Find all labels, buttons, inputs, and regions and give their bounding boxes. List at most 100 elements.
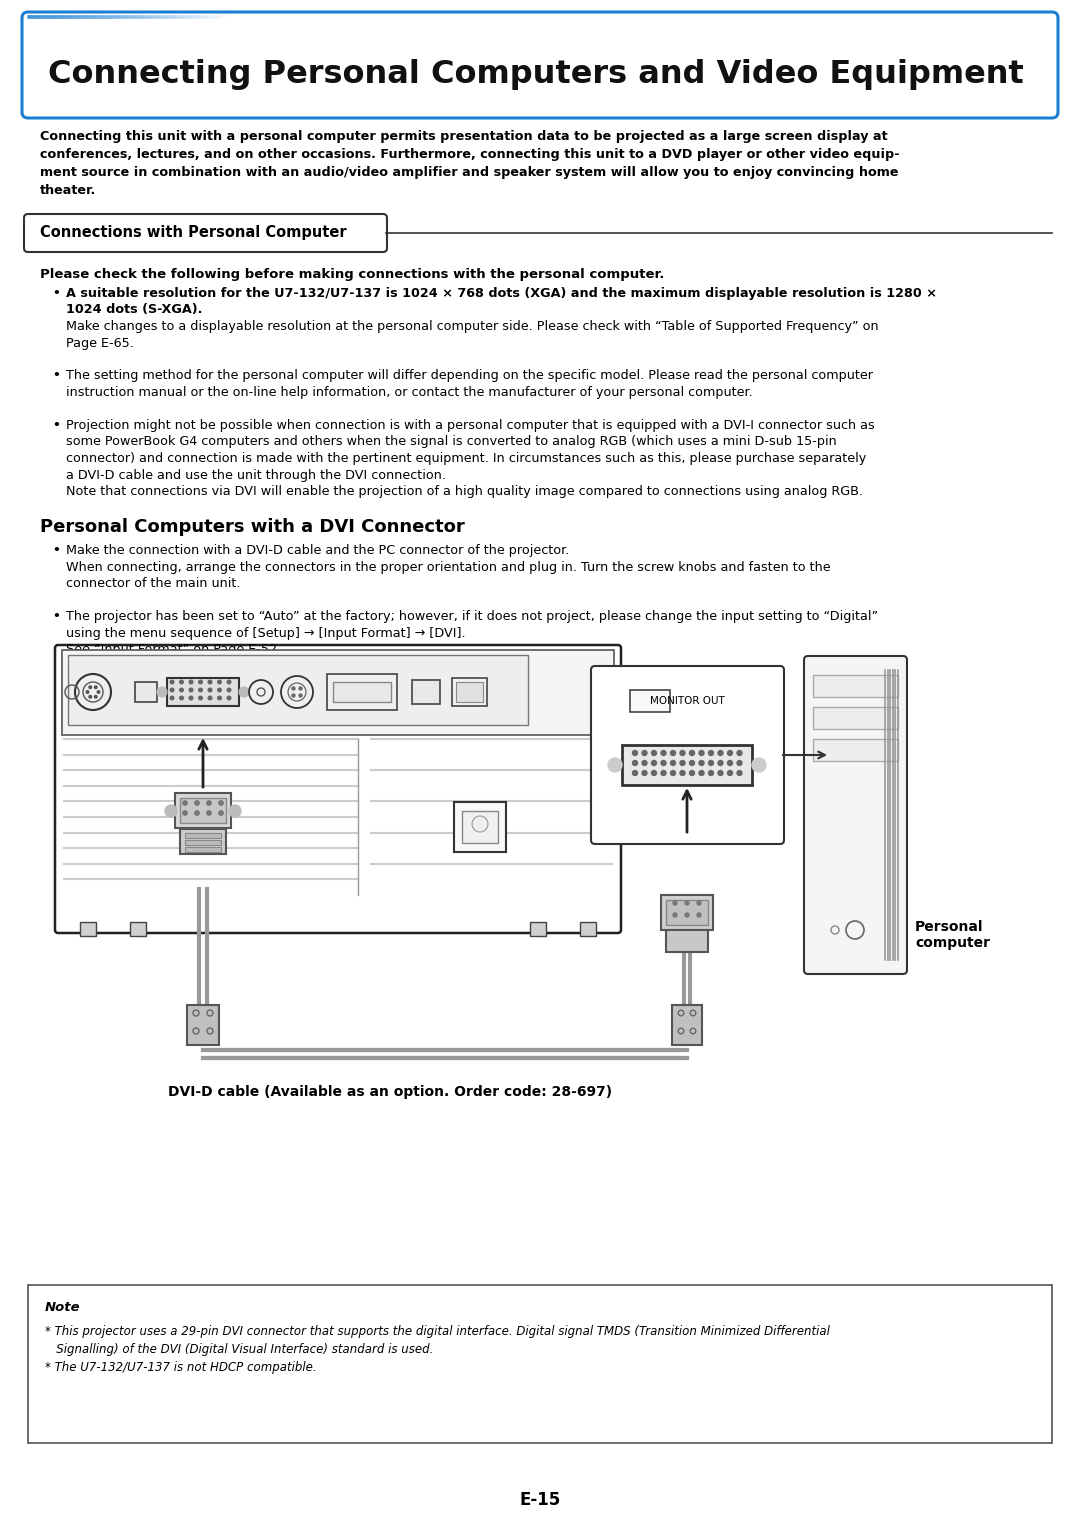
Circle shape [86, 691, 89, 693]
Circle shape [208, 696, 212, 700]
Circle shape [183, 801, 187, 806]
Text: conferences, lectures, and on other occasions. Furthermore, connecting this unit: conferences, lectures, and on other occa… [40, 148, 900, 162]
Circle shape [179, 696, 184, 700]
Bar [580, 922, 596, 935]
Circle shape [189, 696, 193, 700]
Text: Note that connections via DVI will enable the projection of a high quality image: Note that connections via DVI will enabl… [66, 485, 863, 497]
Text: •: • [52, 287, 59, 301]
Circle shape [208, 681, 212, 684]
Circle shape [199, 681, 202, 684]
Bar [666, 929, 708, 952]
Circle shape [281, 676, 313, 708]
Circle shape [292, 687, 295, 690]
Text: connector) and connection is made with the pertinent equipment. In circumstances: connector) and connection is made with t… [66, 452, 866, 465]
Bar [333, 682, 391, 702]
Text: Connecting Personal Computers and Video Equipment: Connecting Personal Computers and Video … [48, 58, 1024, 90]
Text: Please check the following before making connections with the personal computer.: Please check the following before making… [40, 269, 664, 281]
Circle shape [661, 751, 666, 755]
Bar [62, 650, 615, 736]
Bar [175, 794, 231, 829]
Bar [630, 690, 670, 713]
Circle shape [199, 696, 202, 700]
Circle shape [189, 688, 193, 691]
Bar [622, 745, 752, 784]
Circle shape [292, 694, 295, 697]
Circle shape [685, 913, 689, 917]
FancyBboxPatch shape [24, 214, 387, 252]
Bar [454, 803, 507, 852]
Circle shape [680, 760, 685, 766]
Circle shape [718, 760, 723, 766]
Circle shape [299, 694, 302, 697]
Circle shape [673, 913, 677, 917]
Circle shape [194, 801, 199, 806]
Text: 1024 dots (S-XGA).: 1024 dots (S-XGA). [66, 304, 202, 316]
Text: connector of the main unit.: connector of the main unit. [66, 577, 241, 591]
Text: •: • [52, 369, 59, 383]
FancyBboxPatch shape [22, 12, 1058, 118]
Text: •: • [52, 420, 59, 432]
Bar [813, 707, 897, 729]
Circle shape [685, 900, 689, 905]
Circle shape [157, 687, 167, 697]
Circle shape [171, 696, 174, 700]
Circle shape [718, 771, 723, 775]
Bar [185, 847, 221, 852]
Circle shape [218, 681, 221, 684]
Circle shape [249, 681, 273, 703]
Circle shape [208, 688, 212, 691]
FancyBboxPatch shape [591, 665, 784, 844]
Text: Page E-65.: Page E-65. [66, 337, 134, 349]
Bar [28, 1285, 1052, 1444]
Circle shape [728, 771, 732, 775]
Circle shape [171, 688, 174, 691]
Bar [135, 682, 157, 702]
Circle shape [633, 760, 637, 766]
Text: See “Input Format” on Page E-52.: See “Input Format” on Page E-52. [66, 642, 281, 656]
Circle shape [94, 696, 97, 697]
Circle shape [227, 681, 231, 684]
Text: E-15: E-15 [519, 1491, 561, 1509]
Circle shape [689, 760, 694, 766]
Bar [180, 829, 226, 855]
Circle shape [97, 691, 99, 693]
Text: some PowerBook G4 computers and others when the signal is converted to analog RG: some PowerBook G4 computers and others w… [66, 435, 837, 449]
Text: When connecting, arrange the connectors in the proper orientation and plug in. T: When connecting, arrange the connectors … [66, 560, 831, 574]
Circle shape [608, 758, 622, 772]
Text: * This projector uses a 29-pin DVI connector that supports the digital interface: * This projector uses a 29-pin DVI conne… [45, 1325, 829, 1338]
Circle shape [239, 687, 249, 697]
Circle shape [218, 688, 221, 691]
Circle shape [171, 681, 174, 684]
Text: •: • [52, 543, 59, 557]
Bar [187, 1006, 219, 1045]
Text: * The U7-132/U7-137 is not HDCP compatible.: * The U7-132/U7-137 is not HDCP compatib… [45, 1361, 316, 1373]
Circle shape [737, 760, 742, 766]
Text: Signalling) of the DVI (Digital Visual Interface) standard is used.: Signalling) of the DVI (Digital Visual I… [45, 1343, 433, 1357]
Circle shape [89, 696, 92, 697]
Circle shape [737, 751, 742, 755]
Text: theater.: theater. [40, 185, 96, 197]
Circle shape [671, 751, 675, 755]
Text: DVI-D cable (Available as an option. Order code: 28-697): DVI-D cable (Available as an option. Ord… [167, 1085, 612, 1099]
Circle shape [179, 681, 184, 684]
Circle shape [737, 771, 742, 775]
Circle shape [218, 696, 221, 700]
Bar [453, 678, 487, 707]
Circle shape [708, 771, 714, 775]
Text: Make changes to a displayable resolution at the personal computer side. Please c: Make changes to a displayable resolution… [66, 320, 879, 333]
Circle shape [194, 810, 199, 815]
Bar [80, 922, 96, 935]
Circle shape [229, 806, 241, 816]
Bar [68, 655, 528, 725]
Text: A suitable resolution for the U7-132/U7-137 is 1024 × 768 dots (XGA) and the max: A suitable resolution for the U7-132/U7-… [66, 287, 936, 301]
Circle shape [728, 751, 732, 755]
Circle shape [227, 696, 231, 700]
Circle shape [752, 758, 766, 772]
Circle shape [75, 674, 111, 710]
Circle shape [697, 900, 701, 905]
Text: •: • [52, 610, 59, 623]
Circle shape [661, 771, 666, 775]
Circle shape [94, 685, 97, 688]
Bar [180, 798, 226, 823]
Bar [462, 810, 498, 842]
